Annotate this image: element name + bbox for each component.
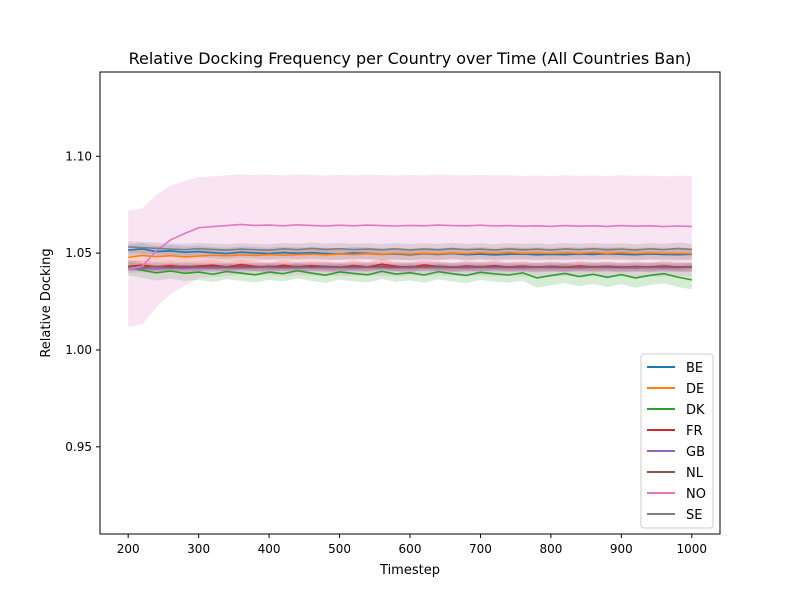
chart-title: Relative Docking Frequency per Country o… xyxy=(129,49,692,68)
series-line-no xyxy=(128,223,692,270)
series-line-dk xyxy=(128,266,692,281)
x-tick-label: 400 xyxy=(258,542,281,556)
x-tick-label: 600 xyxy=(399,542,422,556)
x-tick-label: 300 xyxy=(187,542,210,556)
y-axis-ticks: 0.95 1.00 1.05 1.10 xyxy=(65,149,100,454)
legend-label-dk: DK xyxy=(686,403,705,418)
legend-label-se: SE xyxy=(686,508,702,523)
legend-label-no: NO xyxy=(686,487,706,502)
x-tick-label: 1000 xyxy=(677,542,708,556)
series-line-se xyxy=(128,246,692,252)
band-be xyxy=(128,243,692,261)
series-line-de xyxy=(128,251,692,259)
y-axis-label: Relative Docking xyxy=(39,248,54,357)
x-tick-label: 200 xyxy=(117,542,140,556)
y-tick-label: 0.95 xyxy=(65,440,92,454)
x-tick-label: 500 xyxy=(328,542,351,556)
y-tick-label: 1.05 xyxy=(65,246,92,260)
legend-label-fr: FR xyxy=(686,424,703,439)
legend-label-de: DE xyxy=(686,382,704,397)
legend-label-be: BE xyxy=(686,361,703,376)
x-axis-ticks: 200 300 400 500 600 700 800 900 1000 xyxy=(117,534,707,556)
y-tick-label: 1.10 xyxy=(65,149,92,163)
band-se xyxy=(128,241,692,257)
x-tick-label: 900 xyxy=(610,542,633,556)
series-line-nl xyxy=(128,265,692,269)
series-line-gb xyxy=(128,266,692,270)
series-lines xyxy=(128,223,692,281)
x-tick-label: 700 xyxy=(469,542,492,556)
legend-label-nl: NL xyxy=(686,466,704,481)
legend-label-gb: GB xyxy=(686,445,705,460)
x-axis-label: Timestep xyxy=(379,563,440,578)
x-tick-label: 800 xyxy=(539,542,562,556)
y-tick-label: 1.00 xyxy=(65,343,92,357)
legend-box xyxy=(640,353,714,529)
legend: BE DE DK FR GB NL NO SE xyxy=(640,353,714,529)
